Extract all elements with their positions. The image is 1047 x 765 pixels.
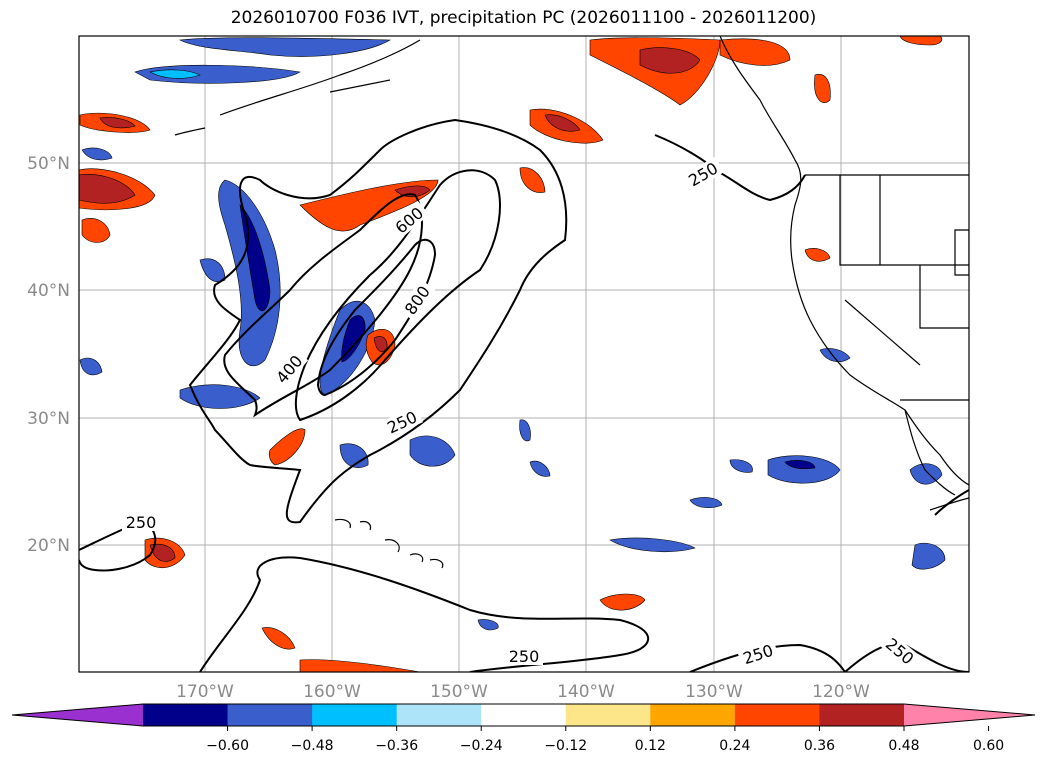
lon-label: 150°W xyxy=(430,682,488,702)
precip-shading xyxy=(79,36,946,672)
colorbar: −0.60 −0.48 −0.36 −0.24 −0.12 0.12 0.24 0.36 0.4… xyxy=(11,703,1036,754)
colorbar-segment xyxy=(312,704,398,726)
contour-600 xyxy=(294,169,501,422)
colorbar-extend-low xyxy=(12,704,143,726)
border-states-3 xyxy=(919,265,969,329)
map-frame xyxy=(78,35,970,673)
colorbar-tick-label: 0.24 xyxy=(719,738,750,754)
colorbar-segment xyxy=(734,704,820,726)
contour-400 xyxy=(223,193,423,418)
border-states-1 xyxy=(839,175,969,266)
coast-north-america xyxy=(719,36,969,486)
colorbar-tick-label: 0.36 xyxy=(804,738,835,754)
map-plot-area xyxy=(79,36,969,672)
contour-250-east xyxy=(654,134,806,202)
border-states-5 xyxy=(954,229,969,276)
colorbar-tick-label: 0.12 xyxy=(635,738,666,754)
lon-label: 160°W xyxy=(303,682,361,702)
colorbar-extend-high xyxy=(904,704,1035,726)
colorbar-tick-label: −0.24 xyxy=(460,738,503,754)
colorbar-tick-label: −0.48 xyxy=(291,738,334,754)
lon-label: 170°W xyxy=(176,682,234,702)
contour-label: 250 xyxy=(509,647,540,666)
coast-mexico xyxy=(929,497,969,511)
lon-label: 120°W xyxy=(812,682,870,702)
contour-800 xyxy=(316,238,437,397)
colorbar-tick-label: −0.60 xyxy=(206,738,249,754)
colorbar-segment xyxy=(396,704,482,726)
colorbar-tick-label: 0.60 xyxy=(973,738,1004,754)
colorbar-segment xyxy=(565,704,651,726)
lat-label: 50°N xyxy=(27,154,70,174)
lon-label: 140°W xyxy=(557,682,615,702)
contour-250-sw xyxy=(79,520,157,572)
colorbar-segment xyxy=(481,704,567,726)
coast-baja xyxy=(904,409,956,496)
colorbar-segment xyxy=(143,704,229,726)
border-states-4 xyxy=(844,299,921,366)
contour-250-se xyxy=(689,643,846,672)
map-title: 2026010700 F036 IVT, precipitation PC (2… xyxy=(230,8,817,28)
lon-labels: 170°W 160°W 150°W 140°W 130°W 120°W xyxy=(176,682,870,702)
lat-labels: 50°N 40°N 30°N 20°N xyxy=(27,154,70,556)
colorbar-segment xyxy=(227,704,313,726)
contour-250-south xyxy=(199,556,650,672)
colorbar-outline xyxy=(11,703,1036,727)
contour-label: 250 xyxy=(126,513,157,532)
lon-label: 130°W xyxy=(685,682,743,702)
colorbar-segment xyxy=(650,704,736,726)
colorbar-segment xyxy=(819,704,905,726)
colorbar-tick-label: −0.12 xyxy=(544,738,587,754)
contour-250-coast xyxy=(934,489,969,516)
coast-alaska-aleutians xyxy=(219,39,421,116)
lat-label: 30°N xyxy=(27,409,70,429)
lat-label: 20°N xyxy=(27,536,70,556)
contour-250-main xyxy=(188,118,568,524)
colorbar-tick-label: −0.36 xyxy=(375,738,418,754)
colorbar-tick-label: 0.48 xyxy=(888,738,919,754)
hawaii-islands xyxy=(334,518,444,569)
coastlines xyxy=(174,36,969,569)
lat-label: 40°N xyxy=(27,281,70,301)
